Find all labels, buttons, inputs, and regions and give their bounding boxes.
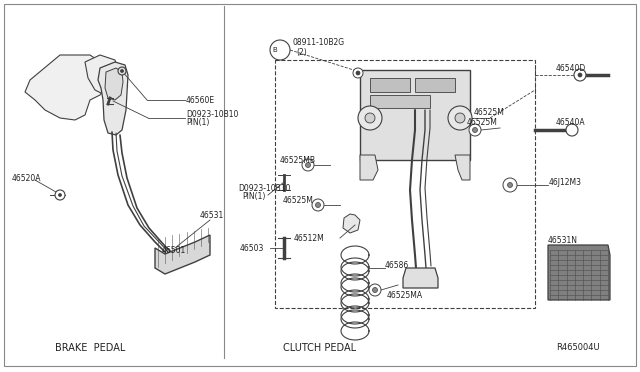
- Text: 46525MB: 46525MB: [280, 155, 316, 164]
- Circle shape: [448, 106, 472, 130]
- Circle shape: [270, 40, 290, 60]
- Circle shape: [58, 193, 61, 196]
- Circle shape: [508, 183, 513, 187]
- Circle shape: [356, 71, 360, 75]
- Circle shape: [302, 159, 314, 171]
- Text: 46501: 46501: [162, 246, 186, 254]
- Circle shape: [312, 199, 324, 211]
- Polygon shape: [85, 55, 120, 95]
- Circle shape: [369, 284, 381, 296]
- Bar: [275, 60, 535, 308]
- Polygon shape: [370, 95, 430, 108]
- Text: 46586: 46586: [385, 260, 409, 269]
- Circle shape: [455, 113, 465, 123]
- Circle shape: [372, 288, 378, 292]
- Text: D0923-10B10: D0923-10B10: [186, 109, 238, 119]
- Text: 46520A: 46520A: [12, 173, 42, 183]
- Circle shape: [566, 124, 578, 136]
- Text: 46512M: 46512M: [294, 234, 324, 243]
- Circle shape: [469, 124, 481, 136]
- Polygon shape: [98, 62, 128, 135]
- Polygon shape: [105, 68, 123, 100]
- Circle shape: [353, 68, 363, 78]
- Text: BRAKE  PEDAL: BRAKE PEDAL: [55, 343, 125, 353]
- Text: (2): (2): [296, 48, 307, 57]
- Text: PIN(1): PIN(1): [186, 118, 209, 126]
- Text: 46525M: 46525M: [283, 196, 314, 205]
- Text: CLUTCH PEDAL: CLUTCH PEDAL: [284, 343, 356, 353]
- Circle shape: [574, 69, 586, 81]
- Polygon shape: [415, 78, 455, 92]
- Text: D0923-10B10: D0923-10B10: [238, 183, 291, 192]
- Circle shape: [503, 178, 517, 192]
- Text: 46531N: 46531N: [548, 235, 578, 244]
- Circle shape: [472, 128, 477, 132]
- Text: 08911-10B2G: 08911-10B2G: [293, 38, 345, 46]
- Text: 46540A: 46540A: [556, 118, 586, 126]
- Text: 46525M: 46525M: [467, 118, 498, 126]
- Text: 46560E: 46560E: [186, 96, 215, 105]
- Polygon shape: [25, 55, 110, 120]
- Text: 46525MA: 46525MA: [387, 291, 423, 299]
- Circle shape: [358, 106, 382, 130]
- Circle shape: [120, 70, 124, 73]
- Circle shape: [316, 202, 321, 208]
- Text: 46531: 46531: [200, 211, 224, 219]
- Polygon shape: [403, 268, 438, 288]
- Text: R465004U: R465004U: [556, 343, 600, 353]
- Circle shape: [365, 113, 375, 123]
- Text: 46J12M3: 46J12M3: [549, 177, 582, 186]
- Circle shape: [578, 73, 582, 77]
- Polygon shape: [455, 155, 470, 180]
- Polygon shape: [360, 70, 470, 160]
- Polygon shape: [370, 78, 410, 92]
- Circle shape: [305, 163, 310, 167]
- Text: 46503: 46503: [240, 244, 264, 253]
- Polygon shape: [155, 235, 210, 274]
- Circle shape: [118, 67, 126, 75]
- Text: 46540D: 46540D: [556, 64, 586, 73]
- Text: B: B: [273, 47, 277, 53]
- Circle shape: [55, 190, 65, 200]
- Polygon shape: [343, 214, 360, 233]
- Text: PIN(1): PIN(1): [242, 192, 266, 201]
- Text: 46525M: 46525M: [474, 108, 505, 116]
- Polygon shape: [360, 155, 378, 180]
- Polygon shape: [548, 245, 610, 300]
